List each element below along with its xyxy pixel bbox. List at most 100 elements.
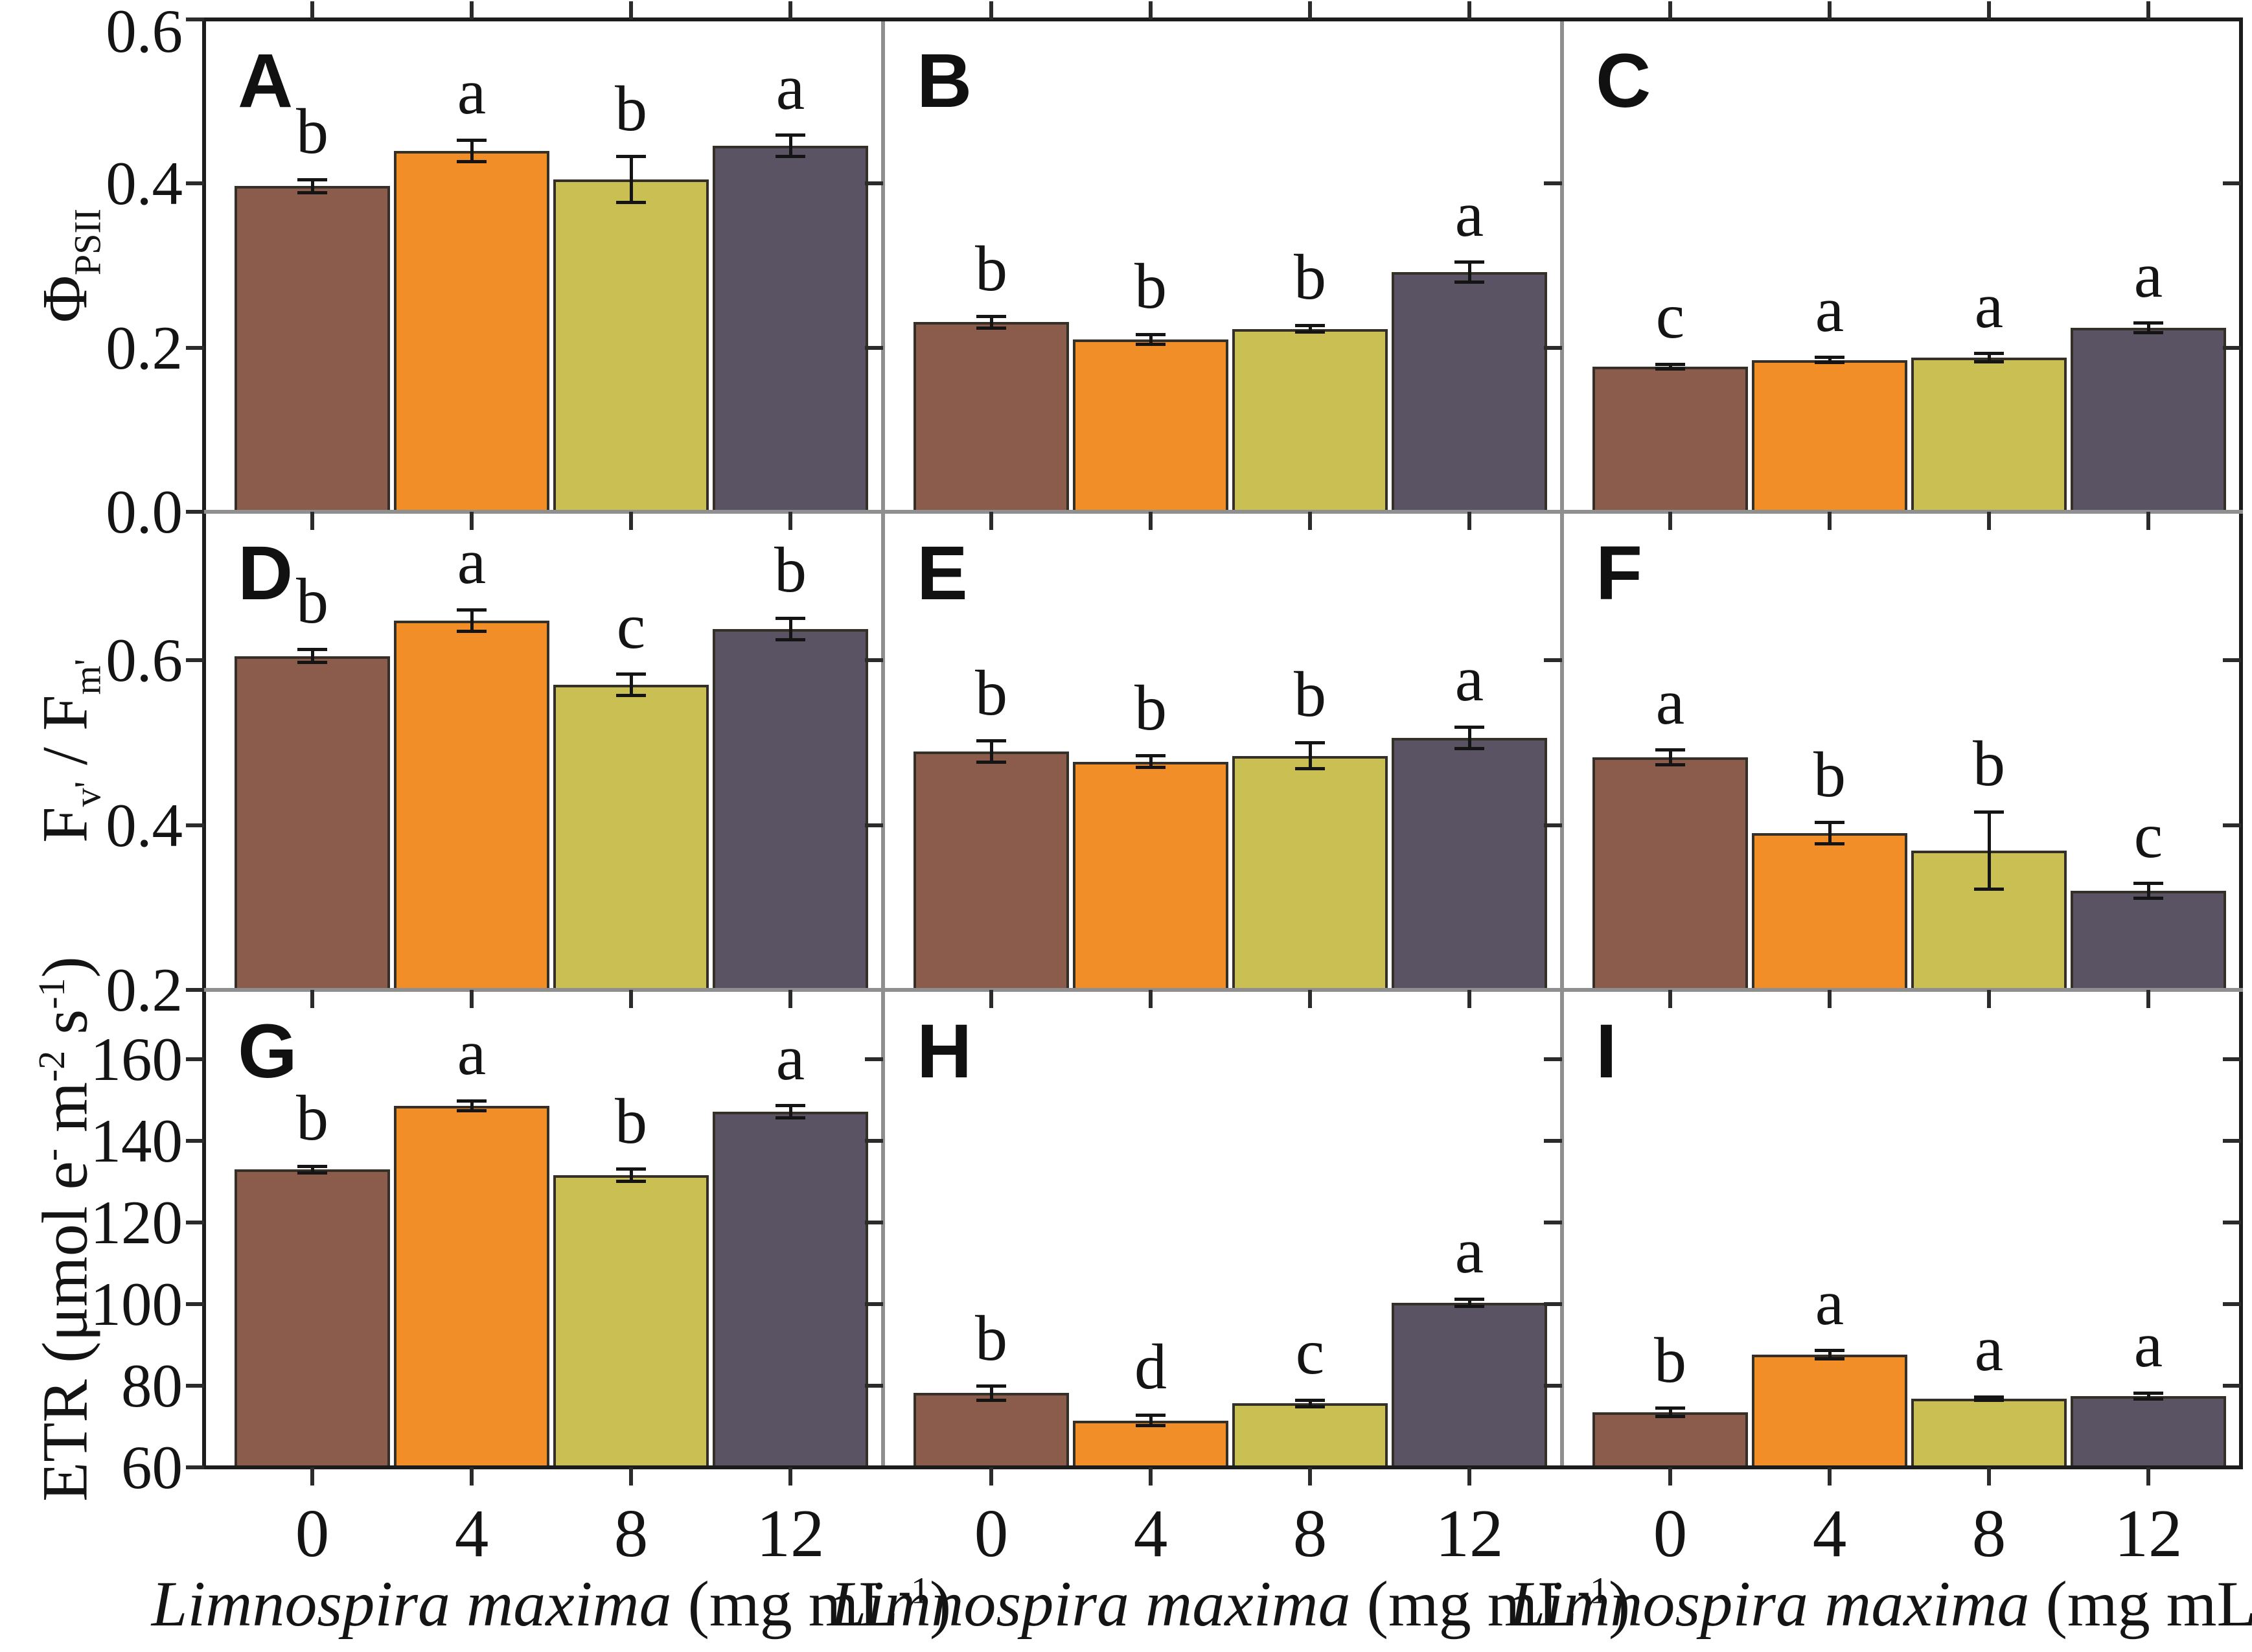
bar: [394, 150, 549, 512]
error-bar-cap: [616, 672, 646, 676]
error-bar: [1987, 812, 1991, 889]
y-tick-label: 0.2: [106, 313, 183, 382]
bar: [1073, 1420, 1228, 1467]
sig-letter: a: [1974, 269, 2004, 341]
x-tick: [629, 512, 633, 530]
sig-letter: a: [457, 56, 487, 128]
error-bar-cap: [1136, 754, 1166, 758]
x-tick: [1828, 1467, 1832, 1486]
x-tick: [629, 1, 633, 19]
error-bar-cap: [616, 1179, 646, 1183]
text-run: m': [66, 658, 109, 695]
x-tick: [1987, 512, 1991, 530]
y-tick: [865, 1057, 883, 1062]
x-tick-label: 4: [1133, 1495, 1168, 1571]
x-tick: [1149, 1467, 1153, 1486]
x-tick: [1467, 990, 1471, 1008]
bar: [1592, 366, 1748, 512]
text-run: (mg mL: [2029, 1568, 2252, 1640]
error-bar: [788, 1105, 792, 1118]
text-run: PSII: [66, 208, 109, 276]
bar: [2071, 891, 2226, 990]
text-run: Limnospira maxima: [1509, 1568, 2030, 1640]
y-tick: [1544, 345, 1562, 350]
y-tick: [2223, 181, 2241, 186]
error-bar-cap: [2133, 1397, 2163, 1401]
sig-letter: a: [457, 525, 487, 598]
y-tick-label: 0.0: [106, 477, 183, 546]
error-bar-cap: [1815, 821, 1844, 825]
error-bar-cap: [1454, 725, 1484, 729]
error-bar-cap: [976, 739, 1006, 743]
error-bar-cap: [1974, 1398, 2004, 1402]
x-tick: [788, 1, 792, 19]
frame-line-vertical: [2239, 17, 2243, 1469]
y-tick: [2223, 823, 2241, 827]
y-tick-label: 140: [90, 1107, 183, 1176]
y-tick: [865, 658, 883, 663]
error-bar-cap: [2133, 321, 2163, 325]
panel-label: D: [238, 531, 293, 616]
sig-letter: b: [296, 95, 328, 167]
error-bar-cap: [1655, 367, 1685, 371]
x-tick: [1467, 1, 1471, 19]
error-bar-cap: [1136, 765, 1166, 769]
error-bar-cap: [1974, 360, 2004, 363]
y-tick: [1544, 181, 1562, 186]
x-tick: [989, 1, 993, 19]
sig-letter: a: [457, 1016, 487, 1089]
y-tick-label: 120: [90, 1188, 183, 1257]
text-run: -1: [30, 977, 73, 1009]
error-bar: [1467, 1299, 1471, 1307]
x-tick: [1149, 990, 1153, 1008]
error-bar-cap: [1136, 1424, 1166, 1428]
y-tick: [865, 1384, 883, 1388]
panel-label: E: [917, 531, 968, 616]
error-bar-cap: [2133, 331, 2163, 335]
frame-line-vertical: [881, 17, 885, 1469]
x-tick-label: 12: [756, 1495, 825, 1571]
x-tick: [310, 1, 314, 19]
y-tick: [186, 1384, 204, 1388]
bar: [553, 685, 709, 990]
bar: [1073, 339, 1228, 512]
x-tick-label: 12: [2114, 1495, 2183, 1571]
y-tick-label: 60: [121, 1433, 183, 1502]
error-bar-cap: [2133, 897, 2163, 901]
y-tick: [1544, 1139, 1562, 1143]
text-run: ETR (μmol e: [29, 1160, 101, 1502]
x-tick: [1987, 990, 1991, 1008]
x-tick-label: 4: [1812, 1495, 1847, 1571]
error-bar-cap: [1815, 356, 1844, 360]
x-tick: [1308, 1467, 1312, 1486]
y-tick: [186, 823, 204, 827]
bar: [553, 179, 709, 512]
x-tick: [788, 1467, 792, 1486]
error-bar: [2146, 883, 2150, 899]
bar: [2071, 328, 2226, 512]
x-tick-label: 0: [295, 1495, 330, 1571]
error-bar: [1308, 742, 1312, 769]
text-run: m: [29, 1081, 101, 1149]
bar: [1232, 328, 1388, 512]
error-bar: [989, 740, 993, 763]
x-tick-label: 12: [1435, 1495, 1504, 1571]
error-bar-cap: [776, 616, 805, 620]
sig-letter: a: [1815, 1266, 1844, 1338]
bar: [1592, 1412, 1748, 1467]
sig-letter: a: [1454, 1215, 1484, 1287]
y-tick: [1544, 1302, 1562, 1307]
x-tick: [1308, 990, 1312, 1008]
panel-label: I: [1596, 1009, 1617, 1094]
sig-letter: c: [1295, 1316, 1325, 1388]
error-bar-cap: [776, 1104, 805, 1108]
y-tick: [1544, 823, 1562, 827]
error-bar-cap: [457, 630, 487, 633]
text-run: -1: [1577, 1569, 1609, 1612]
error-bar-cap: [1454, 746, 1484, 750]
error-bar: [1149, 755, 1153, 768]
panel-label: F: [1596, 531, 1643, 616]
x-tick: [788, 512, 792, 530]
y-tick: [1544, 658, 1562, 663]
y-tick: [865, 345, 883, 350]
